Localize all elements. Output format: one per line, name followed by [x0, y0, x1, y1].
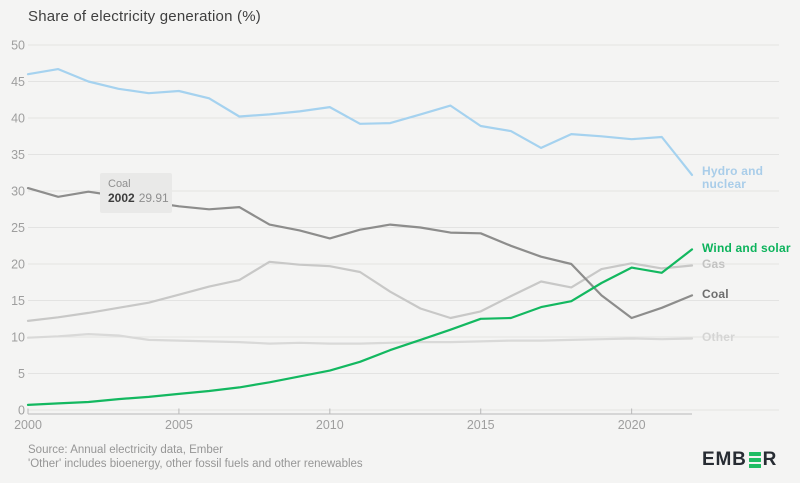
- x-axis-label-2020: 2020: [618, 418, 646, 432]
- ember-logo: EMB R: [702, 449, 777, 471]
- y-axis-label-5: 5: [18, 367, 25, 381]
- source-note: Source: Annual electricity data, Ember: [28, 444, 223, 456]
- y-axis-label-40: 40: [11, 112, 25, 126]
- ember-logo-green-e-icon: [748, 452, 761, 468]
- series-label-gas: Gas: [702, 257, 726, 272]
- y-axis-label-45: 45: [11, 75, 25, 89]
- series-line-gas[interactable]: [26, 260, 694, 322]
- y-axis-label-35: 35: [11, 148, 25, 162]
- series-label-coal: Coal: [702, 287, 729, 302]
- x-axis-label-2000: 2000: [14, 418, 42, 432]
- x-axis-label-2010: 2010: [316, 418, 344, 432]
- y-axis-label-10: 10: [11, 331, 25, 345]
- series-line-wind-and-solar[interactable]: [26, 248, 694, 406]
- other-note: 'Other' includes bioenergy, other fossil…: [28, 458, 363, 470]
- tooltip-value-row: 2002 29.91: [108, 191, 169, 206]
- series-line-other[interactable]: [26, 333, 694, 345]
- tooltip-year: 2002: [108, 191, 135, 205]
- x-axis-label-2005: 2005: [165, 418, 193, 432]
- y-axis-label-15: 15: [11, 294, 25, 308]
- y-axis-label-0: 0: [18, 404, 25, 418]
- tooltip-value: 29.91: [138, 191, 169, 205]
- series-label-hydro-and-nuclear: Hydro and nuclear: [702, 163, 764, 191]
- tooltip: Coal 2002 29.91: [100, 173, 172, 213]
- chart-title: Share of electricity generation (%): [28, 8, 261, 25]
- ember-logo-text-left: EMB: [702, 449, 747, 470]
- ember-logo-text-right: R: [762, 449, 778, 470]
- tooltip-series-name: Coal: [108, 178, 131, 190]
- y-axis-label-30: 30: [11, 185, 25, 199]
- series-line-hydro-and-nuclear[interactable]: [26, 67, 694, 176]
- y-axis-label-25: 25: [11, 221, 25, 235]
- series-label-wind-and-solar: Wind and solar: [702, 241, 791, 256]
- y-axis-label-20: 20: [11, 258, 25, 272]
- x-axis-label-2015: 2015: [467, 418, 495, 432]
- series-label-other: Other: [702, 330, 736, 345]
- y-axis-label-50: 50: [11, 39, 25, 53]
